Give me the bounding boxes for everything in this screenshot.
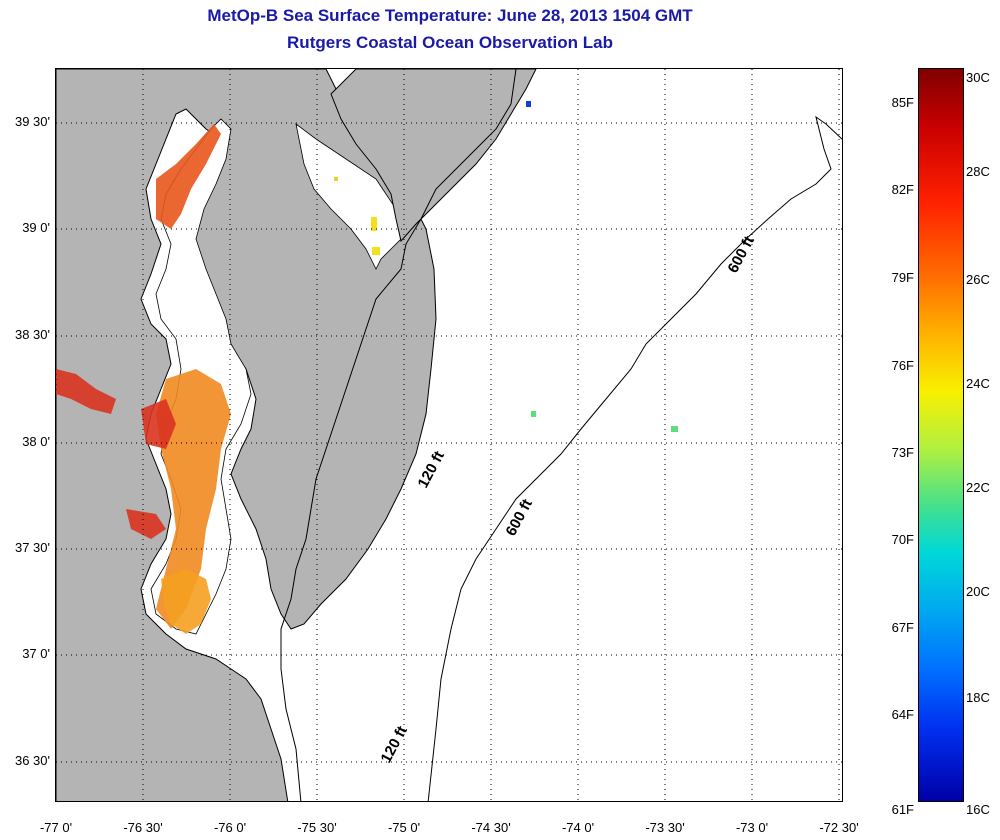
- colorbar-f-70: 70F: [891, 532, 914, 547]
- sst-yellow-spot-1: [371, 217, 377, 231]
- lon-label-74-30: -74 30': [471, 820, 511, 835]
- lon-label-74-0: -74 0': [561, 820, 595, 835]
- lat-label-36-30: 36 30': [14, 753, 50, 768]
- colorbar-c-22: 22C: [966, 480, 990, 495]
- colorbar-c-18: 18C: [966, 690, 990, 705]
- sst-map: 600 ft 120 ft 600 ft 120 ft: [55, 68, 843, 802]
- sst-blue-spot: [526, 101, 531, 107]
- sst-warm-patch-south: [161, 569, 211, 634]
- sst-hot-patch-mid: [141, 399, 176, 449]
- sst-green-spot-1: [531, 411, 536, 417]
- lat-label-37-30: 37 30': [14, 540, 50, 555]
- colorbar-c-26: 26C: [966, 272, 990, 287]
- sst-warm-patch-mid: [156, 369, 231, 629]
- contour-label-600ft-mid: 600 ft: [503, 496, 536, 539]
- temperature-colorbar: [918, 68, 964, 802]
- colorbar-f-61: 61F: [891, 802, 914, 817]
- map-subtitle: Rutgers Coastal Ocean Observation Lab: [287, 33, 613, 52]
- sst-hot-patch-west: [56, 369, 116, 414]
- contour-label-120ft-mid: 120 ft: [415, 448, 448, 491]
- mainland-land: [56, 69, 437, 801]
- contour-600ft: [427, 115, 842, 801]
- lon-label-73-30: -73 30': [645, 820, 685, 835]
- sst-yellow-spot-3: [334, 177, 338, 181]
- sst-yellow-spot-2: [372, 247, 380, 255]
- lon-label-77-0: -77 0': [39, 820, 73, 835]
- lat-label-39-30: 39 30': [14, 114, 50, 129]
- sst-map-canvas: 600 ft 120 ft 600 ft 120 ft: [56, 69, 842, 801]
- map-title: MetOp-B Sea Surface Temperature: June 28…: [207, 6, 693, 25]
- colorbar-f-76: 76F: [891, 358, 914, 373]
- colorbar-c-30: 30C: [966, 70, 990, 85]
- lat-label-38-30: 38 30': [14, 327, 50, 342]
- colorbar-f-79: 79F: [891, 270, 914, 285]
- colorbar-c-20: 20C: [966, 584, 990, 599]
- lat-label-39-0: 39 0': [22, 220, 50, 235]
- colorbar-f-73: 73F: [891, 445, 914, 460]
- sst-hot-patch-sw: [126, 509, 166, 539]
- contour-label-600ft-top: 600 ft: [725, 233, 758, 276]
- lat-label-38-0: 38 0': [22, 434, 50, 449]
- lon-label-73-0: -73 0': [735, 820, 769, 835]
- colorbar-c-16: 16C: [966, 802, 990, 817]
- lon-label-76-30: -76 30': [123, 820, 163, 835]
- colorbar-f-64: 64F: [891, 707, 914, 722]
- colorbar-c-24: 24C: [966, 376, 990, 391]
- contour-120ft: [280, 69, 517, 801]
- contour-label-120ft-bottom: 120 ft: [378, 723, 411, 766]
- lon-label-75-30: -75 30': [297, 820, 337, 835]
- colorbar-f-67: 67F: [891, 620, 914, 635]
- colorbar-f-85: 85F: [891, 95, 914, 110]
- lon-label-76-0: -76 0': [213, 820, 247, 835]
- sst-warm-patch-north: [156, 124, 221, 229]
- delaware-bay-water: [295, 123, 402, 270]
- colorbar-c-28: 28C: [966, 164, 990, 179]
- lat-label-37-0: 37 0': [22, 646, 50, 661]
- sst-green-spot-2: [671, 426, 678, 432]
- new-jersey-land: [330, 69, 537, 243]
- lon-label-75-0: -75 0': [387, 820, 421, 835]
- colorbar-f-82: 82F: [891, 182, 914, 197]
- lon-label-72-30: -72 30': [819, 820, 859, 835]
